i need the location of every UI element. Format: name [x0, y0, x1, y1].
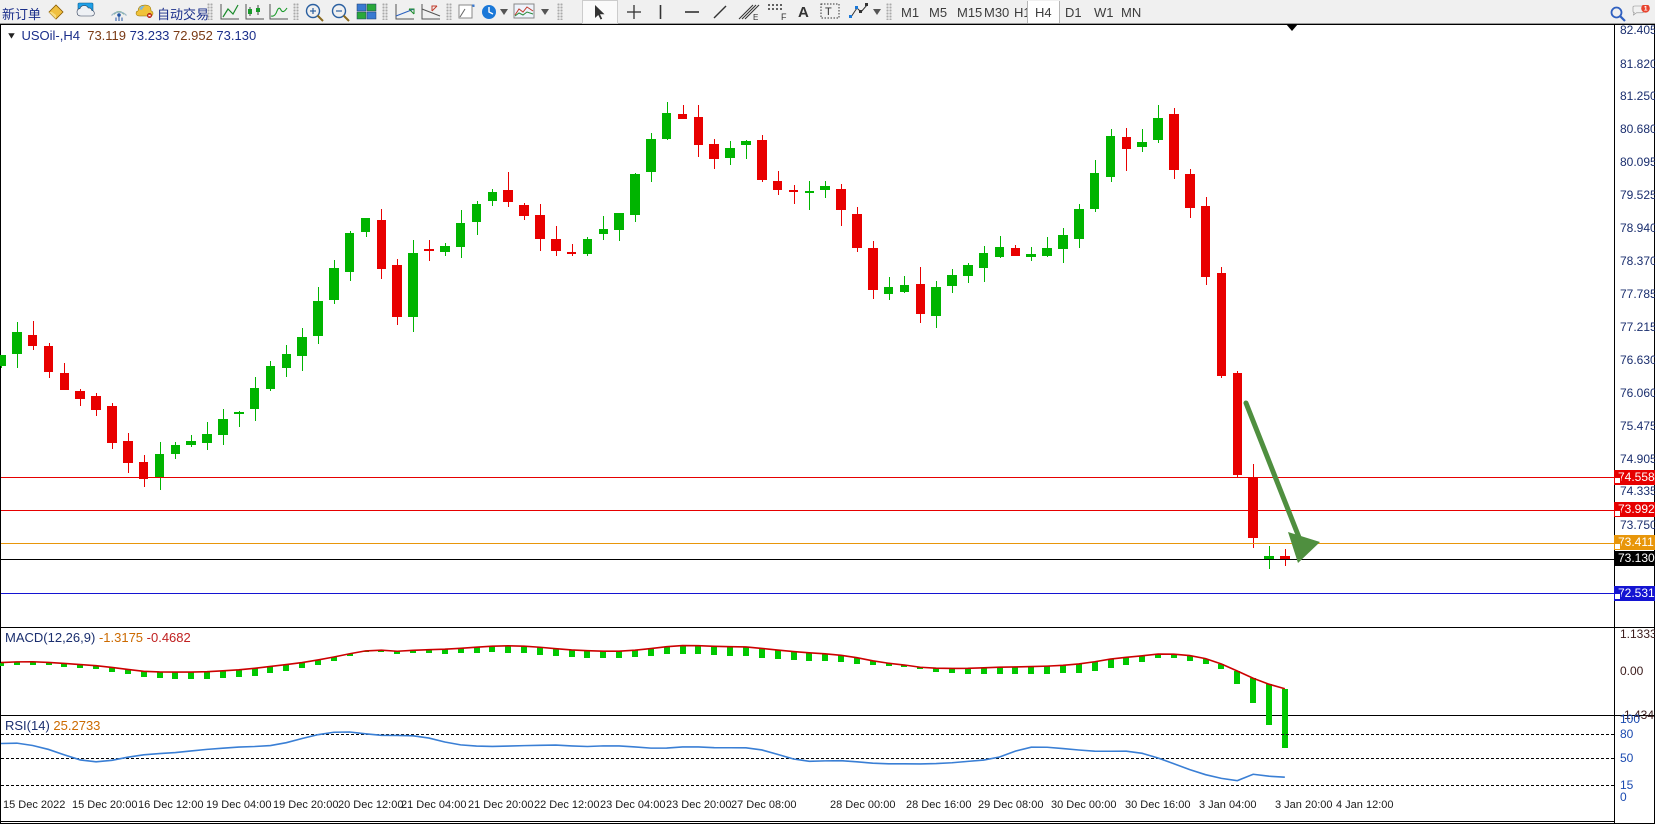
svg-text:1: 1 [1644, 6, 1648, 13]
svg-text:A: A [798, 4, 809, 20]
svg-text:T: T [825, 6, 832, 18]
svg-text:F: F [781, 12, 787, 20]
svg-text:E: E [753, 13, 758, 21]
